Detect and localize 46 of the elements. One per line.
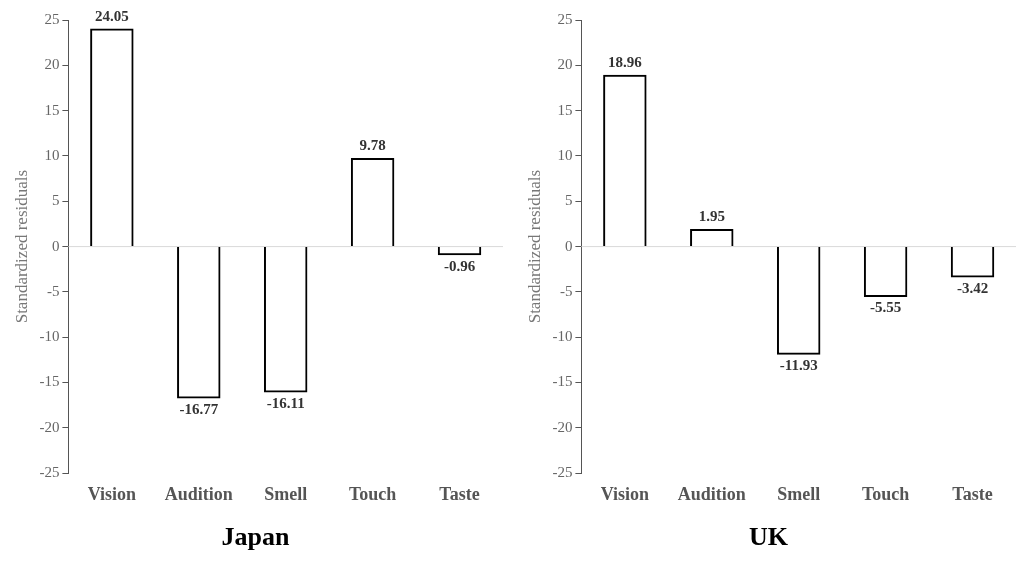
- y-tick-label: 10: [44, 146, 60, 163]
- y-axis-title: Standardized residuals: [11, 169, 31, 324]
- x-tick-label: Vision: [600, 483, 650, 504]
- y-tick-label: 10: [557, 146, 573, 163]
- data-label: 1.95: [698, 208, 725, 225]
- y-tick-label: 15: [557, 101, 573, 118]
- y-tick-label: 5: [564, 192, 573, 209]
- data-label: 24.05: [94, 7, 129, 24]
- data-label: -16.11: [266, 395, 305, 411]
- text: Japan: [221, 522, 290, 552]
- y-tick-label: 0: [564, 237, 573, 254]
- y-tick-label: -25: [552, 464, 573, 481]
- data-label: -3.42: [956, 279, 989, 296]
- x-tick-label: Audition: [677, 483, 746, 504]
- text: UK: [749, 522, 789, 552]
- y-tick-label: 20: [44, 56, 60, 73]
- data-label: -5.55: [869, 299, 902, 316]
- y-axis-title: Standardized residuals: [524, 169, 544, 324]
- y-tick-label: -10: [39, 328, 60, 345]
- y-tick-label: 0: [51, 237, 60, 254]
- y-tick-label: 25: [44, 10, 60, 27]
- y-tick-label: -5: [559, 282, 573, 299]
- y-tick-label: 15: [44, 101, 60, 118]
- x-tick-label: Touch: [861, 483, 910, 504]
- x-tick-label: Taste: [952, 483, 993, 504]
- y-tick-label: -20: [552, 418, 573, 435]
- data-label: -16.77: [179, 400, 219, 417]
- y-tick-label: -20: [39, 418, 60, 435]
- data-label: 18.96: [607, 54, 643, 71]
- data-label: 9.78: [359, 137, 386, 154]
- x-tick-label: Audition: [164, 483, 233, 504]
- y-tick-label: 25: [557, 10, 573, 27]
- data-label: -11.93: [779, 357, 818, 374]
- y-tick-label: -5: [46, 282, 60, 299]
- data-label: -0.96: [443, 257, 476, 274]
- x-tick-label: Vision: [87, 483, 137, 504]
- y-tick-label: -15: [39, 373, 60, 390]
- x-tick-label: Smell: [777, 483, 821, 504]
- y-tick-label: -10: [552, 328, 573, 345]
- y-tick-label: -15: [552, 373, 573, 390]
- x-tick-label: Taste: [439, 483, 480, 504]
- y-tick-label: 5: [51, 192, 60, 209]
- y-tick-label: -25: [39, 464, 60, 481]
- x-tick-label: Touch: [348, 483, 397, 504]
- x-tick-label: Smell: [264, 483, 308, 504]
- y-tick-label: 20: [557, 56, 573, 73]
